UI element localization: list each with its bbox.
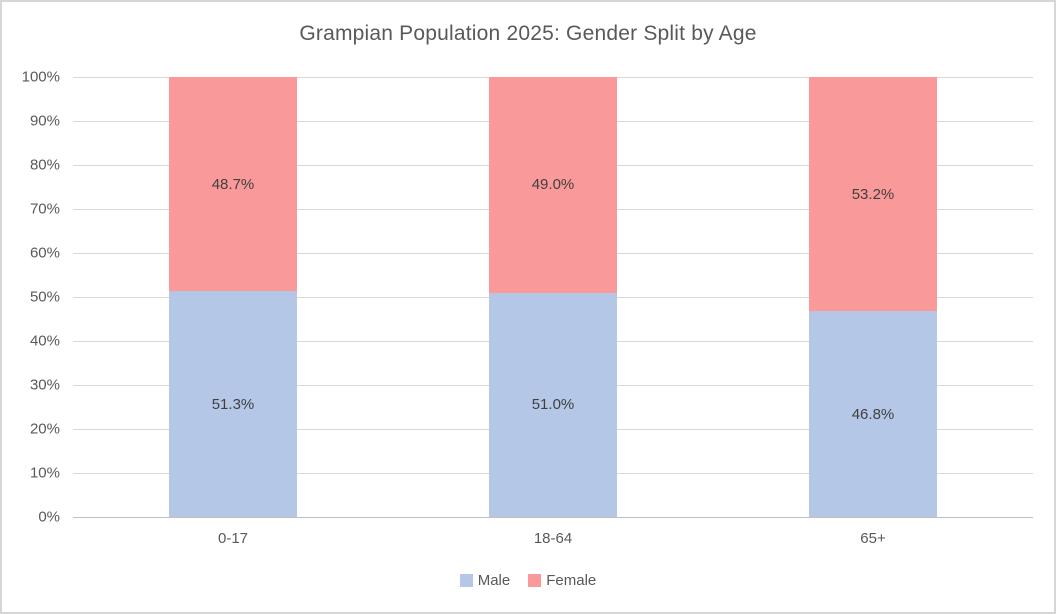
legend-label-female: Female — [546, 572, 597, 589]
bar-segment-female-18-64: 49.0% — [489, 77, 617, 293]
legend-swatch-female-icon — [528, 574, 542, 587]
data-label-male-0-17: 51.3% — [211, 395, 255, 413]
y-axis-tick-label-0: 0% — [38, 508, 60, 526]
x-axis-line — [73, 517, 1033, 518]
x-axis-category-label-0-17: 0-17 — [217, 530, 249, 547]
y-axis-tick-label-30: 30% — [29, 376, 60, 394]
legend-label-male: Male — [477, 572, 511, 589]
bar-segment-female-65+: 53.2% — [809, 77, 937, 312]
y-axis-tick-label-50: 50% — [29, 288, 60, 306]
bar-segment-female-0-17: 48.7% — [169, 77, 297, 292]
chart-legend: Male Female — [2, 572, 1054, 589]
legend-item-female: Female — [528, 572, 596, 589]
bar-segment-male-0-17: 51.3% — [169, 291, 297, 517]
y-axis-tick-label-60: 60% — [29, 244, 60, 262]
y-axis-tick-label-70: 70% — [29, 200, 60, 218]
plot-area: 0% 10% 20% 30% 40% 50% 60% 70% 80% 90% 100% 48.7% 51… — [22, 69, 1033, 526]
bar-0-17: 48.7% 51.3% — [169, 77, 297, 517]
data-label-male-18-64: 51.0% — [531, 396, 575, 414]
x-axis-category-label-65+: 65+ — [860, 530, 886, 547]
bar-segment-male-18-64: 51.0% — [489, 292, 617, 517]
chart-title: Grampian Population 2025: Gender Split b… — [299, 22, 757, 45]
bar-18-64: 49.0% 51.0% — [489, 77, 617, 517]
x-axis-category-label-18-64: 18-64 — [533, 530, 573, 547]
y-axis-tick-label-10: 10% — [29, 464, 60, 482]
bar-65+: 53.2% 46.8% — [809, 77, 937, 517]
y-axis-tick-label-100: 100% — [21, 68, 60, 86]
y-axis-tick-label-40: 40% — [29, 332, 60, 350]
y-axis-tick-label-90: 90% — [29, 112, 60, 130]
legend-item-male: Male — [459, 572, 511, 589]
data-label-female-65+: 53.2% — [851, 185, 895, 203]
data-label-female-0-17: 48.7% — [211, 175, 255, 193]
bar-segment-male-65+: 46.8% — [809, 311, 937, 517]
y-axis-tick-label-80: 80% — [29, 156, 60, 174]
legend-swatch-male-icon — [459, 574, 473, 587]
data-label-female-18-64: 49.0% — [531, 176, 575, 194]
data-label-male-65+: 46.8% — [851, 405, 895, 423]
y-axis-tick-label-20: 20% — [29, 420, 60, 438]
